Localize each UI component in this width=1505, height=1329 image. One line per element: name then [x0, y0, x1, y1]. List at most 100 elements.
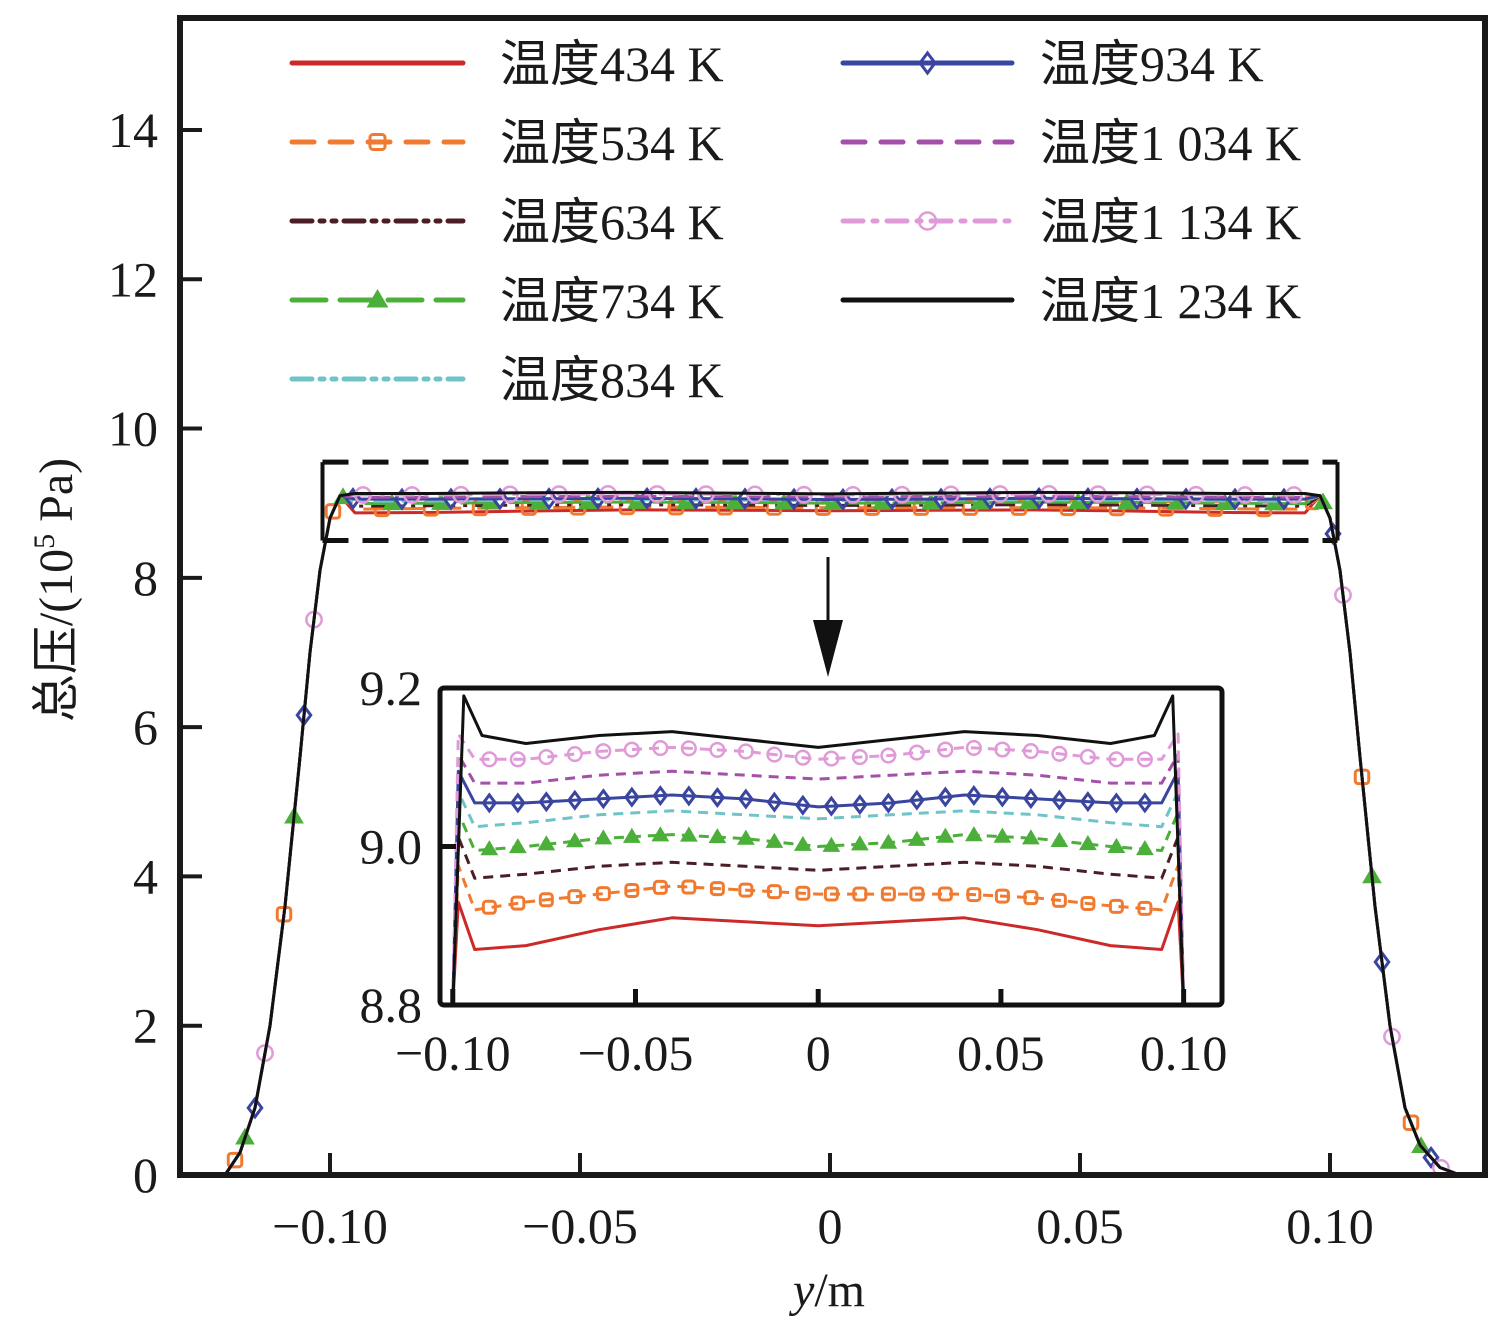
inset-series-marker	[1051, 892, 1067, 908]
inset-series-marker	[966, 887, 982, 903]
inset-series-marker	[908, 789, 925, 811]
inset-series-marker	[623, 741, 640, 758]
inset-series-marker	[737, 788, 754, 810]
inset-series-marker	[1136, 839, 1154, 856]
inset-x-tick-label: 0.05	[957, 1025, 1045, 1081]
legend-label: 温度734 K	[500, 273, 724, 329]
inset-series-marker	[1137, 900, 1153, 916]
inset-series-marker	[709, 786, 726, 808]
inset-series-marker	[623, 786, 640, 808]
inset-series-line	[451, 790, 1186, 1006]
inset-x-tick-label: −0.05	[578, 1025, 694, 1081]
inset-series-line	[451, 753, 1186, 1006]
inset-series-marker	[624, 882, 640, 898]
inset-series-marker	[1108, 792, 1125, 814]
x-tick-label: 0.05	[1036, 1198, 1124, 1254]
y-tick-label: 10	[108, 401, 158, 457]
inset-series-marker	[937, 786, 954, 808]
inset-series-marker	[965, 826, 983, 842]
y-tick-label: 14	[108, 102, 158, 158]
inset-series-marker	[1079, 835, 1097, 851]
inset-series-marker	[1023, 890, 1039, 906]
inset-series-marker	[766, 884, 782, 900]
inset-series-marker	[738, 882, 754, 898]
inset-series-marker	[736, 829, 755, 845]
inset-series-marker	[1022, 742, 1039, 760]
inset-series-marker	[851, 794, 868, 816]
inset-series-marker	[566, 745, 583, 763]
inset-series-marker	[794, 749, 811, 766]
inset-series-marker	[538, 791, 555, 813]
inset-series-marker	[481, 899, 497, 915]
inset-series-marker	[680, 740, 697, 757]
inset-series-marker	[993, 827, 1012, 843]
y-tick-label: 6	[133, 699, 158, 755]
inset-series-marker	[1050, 831, 1069, 848]
inset-series-marker	[1051, 745, 1068, 762]
x-tick-label: 0.10	[1286, 1198, 1374, 1254]
y-tick-label: 2	[133, 998, 158, 1054]
inset-series-marker	[908, 744, 925, 761]
inset-series-marker	[481, 751, 498, 768]
inset-series-marker	[594, 829, 613, 845]
inset-series-marker	[622, 827, 641, 843]
inset-y-tick-label: 9.0	[360, 819, 423, 875]
inset-series-marker	[708, 828, 727, 844]
inset-series-marker	[936, 827, 955, 843]
inset-series-marker	[880, 886, 896, 902]
inset-series-marker	[880, 792, 897, 814]
inset-series-marker	[909, 886, 925, 902]
y-tick-label: 8	[133, 550, 158, 606]
inset-series-marker	[823, 750, 840, 767]
y-tick-label: 12	[108, 251, 158, 307]
inset-series-marker	[652, 740, 669, 757]
inset-series-line	[451, 694, 1186, 1006]
y-axis-title: 总压/(105 Pa)	[28, 458, 83, 722]
inset-series-marker	[1022, 829, 1040, 845]
inset-series-marker	[793, 835, 812, 851]
inset-series-line	[451, 864, 1186, 1006]
plot-frame	[177, 15, 1488, 1178]
arrow-down-icon	[813, 620, 843, 677]
legend-marker	[917, 211, 938, 231]
inset-y-tick-label: 9.2	[360, 660, 423, 716]
inset-series-marker	[994, 741, 1011, 758]
inset-x-tick-label: 0	[806, 1025, 831, 1081]
inset-series-marker	[795, 885, 811, 901]
inset-series-marker	[850, 835, 869, 851]
inset-series-line	[451, 769, 1186, 1006]
inset-series-marker	[851, 749, 868, 766]
inset-series-marker	[679, 826, 698, 842]
inset-series-marker	[965, 739, 982, 757]
inset-series-marker	[994, 888, 1010, 904]
x-tick-label: −0.10	[272, 1198, 388, 1254]
inset-series-marker	[566, 789, 583, 811]
legend-label: 温度634 K	[500, 194, 724, 250]
inset-series-marker	[1108, 751, 1125, 768]
legend-marker	[366, 289, 389, 308]
y-tick-label: 0	[133, 1147, 158, 1203]
inset-series-marker	[794, 794, 811, 816]
legend-label: 温度1 234 K	[1040, 273, 1301, 329]
main-plot-frame	[177, 15, 1488, 1178]
legend-label: 温度434 K	[500, 36, 724, 92]
inset-series-marker	[652, 785, 669, 807]
inset-series-marker	[937, 886, 953, 902]
inset-series-marker	[481, 792, 498, 814]
x-tick-label: −0.05	[522, 1198, 638, 1254]
inset-series-marker	[879, 833, 898, 849]
inset-series-marker	[823, 795, 840, 817]
inset-series-marker	[766, 746, 783, 763]
inset-series-marker	[852, 886, 868, 902]
legend: 温度434 K 温度534 K 温度634 K 温度734 K 温度834 K 温度934…	[289, 36, 1301, 408]
inset-series-marker	[709, 741, 726, 758]
inset-series-marker	[822, 836, 841, 852]
inset-series-marker	[1080, 791, 1096, 813]
legend-label: 温度1 134 K	[1040, 194, 1301, 250]
inset-series-marker	[565, 832, 584, 848]
main-series-marker	[1402, 1114, 1420, 1131]
inset-series-marker	[510, 895, 526, 911]
inset-series-marker	[652, 879, 668, 895]
zoom-box	[320, 459, 1340, 677]
inset-series-marker	[765, 832, 784, 848]
